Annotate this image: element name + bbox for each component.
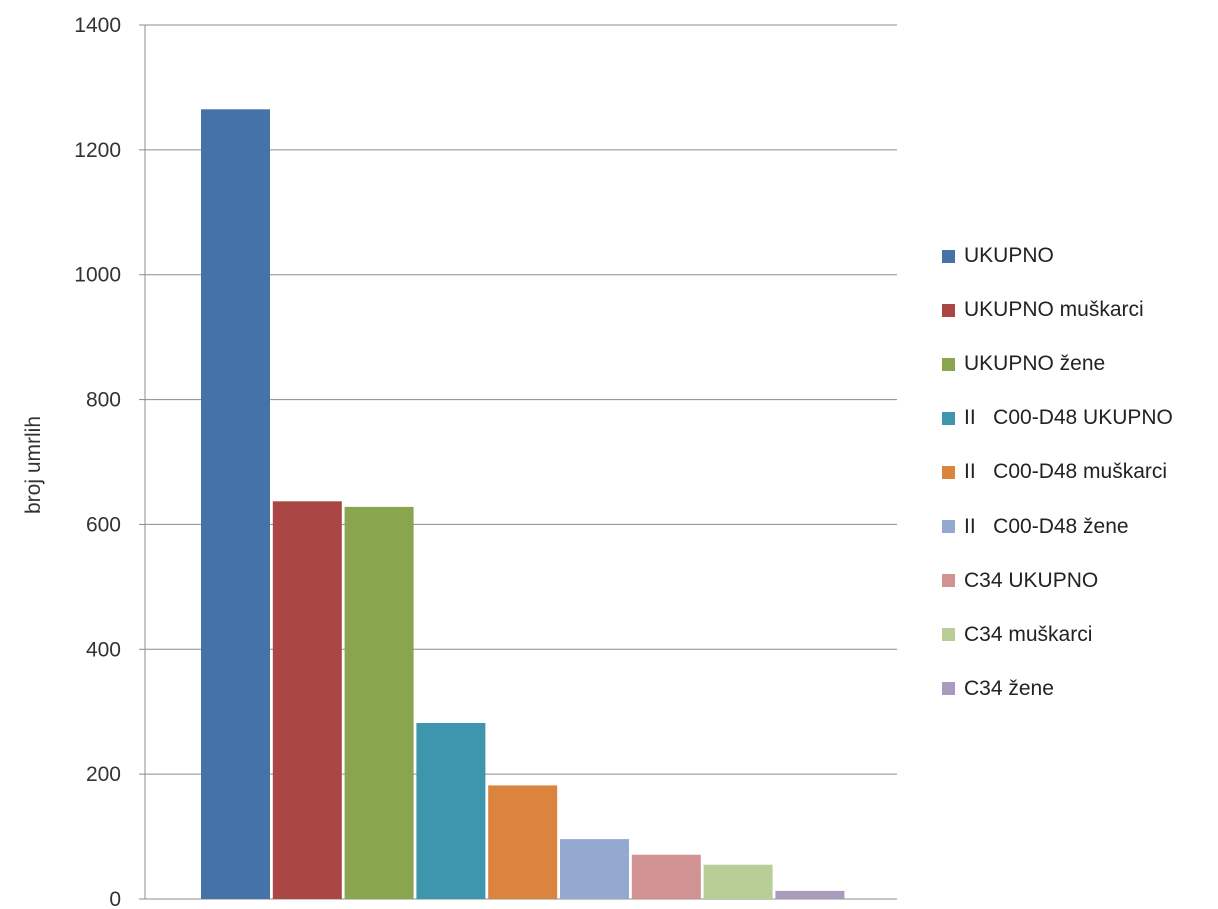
legend-label: UKUPNO žene [964,352,1106,376]
legend-label: II C00-D48 žene [964,514,1129,538]
legend-item: UKUPNO žene [942,337,1212,391]
legend-item: C34 žene [942,662,1212,716]
legend-item: II C00-D48 žene [942,499,1212,553]
legend-swatch [942,303,955,317]
legend-swatch [942,357,955,371]
legend-swatch [942,574,955,588]
legend-item: II C00-D48 muškarci [942,445,1212,499]
y-tick-label: 800 [86,389,121,412]
y-tick-label: 0 [109,888,121,909]
y-tick-label: 1000 [74,264,121,287]
bar-1 [201,109,270,900]
legend-swatch [942,249,955,263]
legend-item: UKUPNO muškarci [942,283,1212,337]
bar-9 [775,890,845,899]
legend-item: C34 muškarci [942,608,1212,662]
bars [201,109,845,900]
legend-swatch [942,411,955,425]
y-axis: 0 200 400 600 800 1000 1200 1400 [74,14,146,909]
legend-item: C34 UKUPNO [942,554,1212,608]
legend-swatch [942,628,955,642]
bar-6 [560,839,629,899]
legend-swatch [942,465,955,479]
y-tick-label: 1400 [74,14,121,37]
legend-label: UKUPNO muškarci [964,298,1144,322]
legend-swatch [942,682,955,696]
y-tick-label: 200 [86,763,121,786]
legend-label: II C00-D48 muškarci [964,460,1168,484]
y-tick-label: 400 [86,638,121,661]
legend-item: UKUPNO [942,229,1212,283]
legend-label: C34 žene [964,676,1054,700]
bar-8 [703,864,773,899]
legend-label: C34 UKUPNO [964,568,1099,592]
legend-swatch [942,520,955,534]
bar-5 [488,785,558,899]
bar-3 [344,506,414,899]
y-axis-title: broj umrlih [22,416,45,514]
legend-item: II C00-D48 UKUPNO [942,391,1212,445]
bar-4 [416,723,486,899]
legend-label: II C00-D48 UKUPNO [964,406,1173,430]
legend: UKUPNO UKUPNO muškarci UKUPNO žene II C00-D… [942,229,1212,716]
bar-7 [631,854,701,899]
legend-label: UKUPNO [964,244,1054,268]
y-tick-label: 600 [86,513,121,536]
legend-label: C34 muškarci [964,622,1093,646]
gridlines [145,24,897,900]
bar-2 [272,501,342,899]
y-tick-label: 1200 [74,139,121,162]
